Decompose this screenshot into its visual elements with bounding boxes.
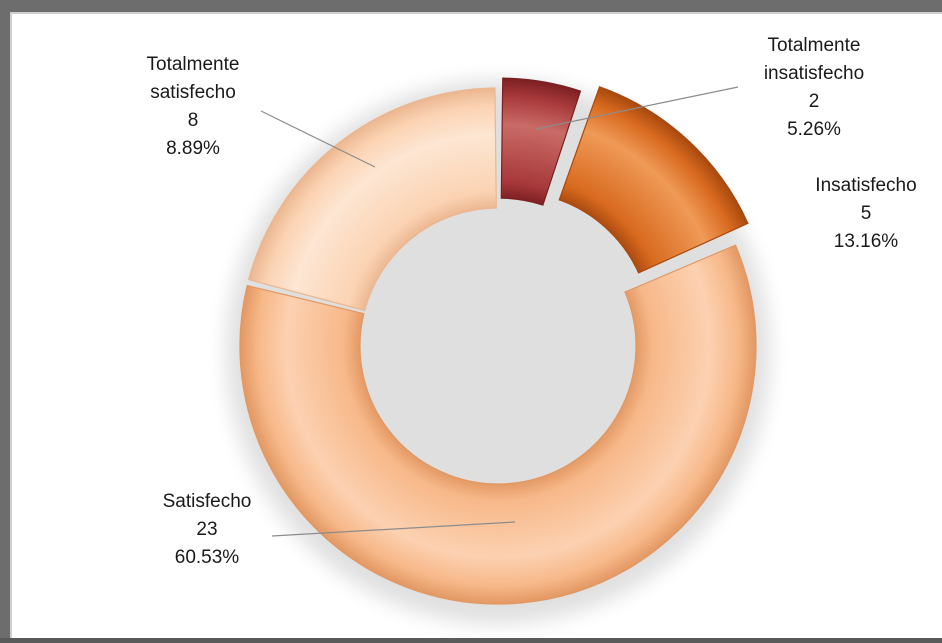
percent-label: 60.53% xyxy=(175,547,240,568)
data-label: Totalmente insatisfecho 2 5.26% xyxy=(764,35,864,140)
chart-area: Totalmente insatisfecho 2 5.26% Insatisfecho… xyxy=(10,12,942,638)
category-label: Totalmente xyxy=(768,35,861,56)
percent-label: 13.16% xyxy=(834,231,899,252)
count-label: 23 xyxy=(196,519,217,540)
leader-line xyxy=(271,521,516,537)
category-label: insatisfecho xyxy=(764,63,864,84)
slice-insatisfecho xyxy=(558,86,749,274)
data-label: Totalmente satisfecho 8 8.89% xyxy=(147,54,240,159)
donut-chart: Totalmente insatisfecho 2 5.26% Insatisfecho… xyxy=(147,35,917,624)
percent-label: 5.26% xyxy=(787,119,841,140)
count-label: 5 xyxy=(861,203,872,224)
category-label: Totalmente xyxy=(147,54,240,75)
leader-line xyxy=(535,86,739,130)
count-label: 2 xyxy=(809,91,820,112)
data-label: Insatisfecho 5 13.16% xyxy=(815,175,916,252)
leader-line xyxy=(260,110,376,168)
slice-totalmente-satisfecho xyxy=(247,87,497,312)
category-label: Satisfecho xyxy=(163,491,252,512)
category-label: satisfecho xyxy=(150,82,236,103)
slice-totalmente-insatisfecho xyxy=(500,77,582,206)
percent-label: 8.89% xyxy=(166,138,220,159)
category-label: Insatisfecho xyxy=(815,175,916,196)
data-label: Satisfecho 23 60.53% xyxy=(163,491,252,568)
slice-satisfecho xyxy=(239,244,757,605)
count-label: 8 xyxy=(188,110,199,131)
